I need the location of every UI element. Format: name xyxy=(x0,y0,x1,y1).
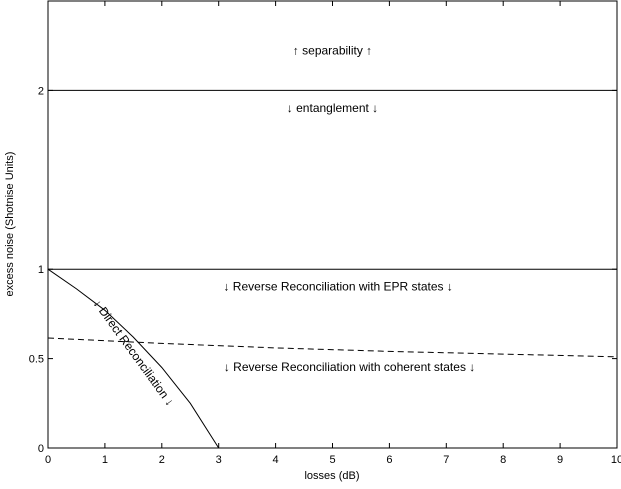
x-tick-label: 10 xyxy=(611,454,621,466)
annotations-group: ↑ separability ↑ ↓ entanglement ↓ ↓ Revers… xyxy=(90,44,475,409)
x-tick-label: 2 xyxy=(159,454,165,466)
y-axis-label: excess noise (Shotnise Units) xyxy=(4,152,16,297)
x-tick-label: 4 xyxy=(273,454,279,466)
annotation-label: ↓ entanglement ↓ xyxy=(287,101,378,115)
plot-frame xyxy=(47,0,618,449)
annotation-label: ↑ separability ↑ xyxy=(293,44,372,58)
series-line-3 xyxy=(47,337,618,358)
annotation-label: ↓ Direct Reconciliation ↓ xyxy=(90,297,177,409)
y-tick-label: 1 xyxy=(38,264,44,276)
annotation-label: ↓ Reverse Reconciliation with coherent s… xyxy=(224,360,475,374)
x-tick-label: 6 xyxy=(386,454,392,466)
y-tick-label: 0 xyxy=(38,443,44,455)
y-tick-label: 0.5 xyxy=(29,354,44,366)
y-tick-label: 2 xyxy=(38,85,44,97)
axis-ticks: 0 1 2 3 4 5 6 7 8 9 10 0 0.5 1 2 xyxy=(29,1,621,466)
x-tick-label: 1 xyxy=(102,454,108,466)
x-tick-label: 8 xyxy=(500,454,506,466)
x-tick-label: 0 xyxy=(45,454,51,466)
series-group xyxy=(47,89,618,449)
x-tick-label: 5 xyxy=(329,454,335,466)
annotation-label: ↓ Reverse Reconciliation with EPR states… xyxy=(223,280,452,294)
x-tick-label: 9 xyxy=(557,454,563,466)
x-tick-label: 3 xyxy=(216,454,222,466)
x-axis-label: losses (dB) xyxy=(304,470,359,482)
series-line-2 xyxy=(47,268,220,449)
x-tick-label: 7 xyxy=(443,454,449,466)
